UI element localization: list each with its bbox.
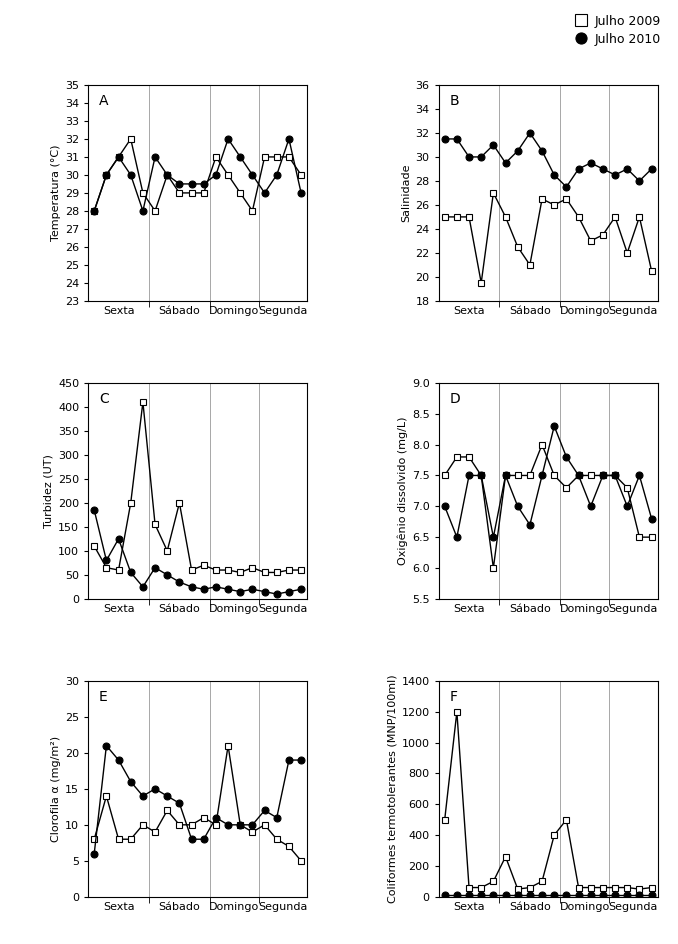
- Y-axis label: Clorofila α (mg/m²): Clorofila α (mg/m²): [51, 735, 61, 842]
- Y-axis label: Turbidez (UT): Turbidez (UT): [44, 454, 54, 528]
- Text: B: B: [450, 93, 459, 108]
- Text: A: A: [99, 93, 108, 108]
- Y-axis label: Salinidade: Salinidade: [401, 163, 411, 222]
- Text: C: C: [99, 392, 109, 406]
- Y-axis label: Oxigênio dissolvido (mg/L): Oxigênio dissolvido (mg/L): [397, 416, 407, 565]
- Text: D: D: [450, 392, 460, 406]
- Text: F: F: [450, 689, 458, 703]
- Legend: Julho 2009, Julho 2010: Julho 2009, Julho 2010: [570, 11, 665, 49]
- Y-axis label: Temperatura (°C): Temperatura (°C): [51, 144, 61, 241]
- Text: E: E: [99, 689, 108, 703]
- Y-axis label: Coliformes termotolerantes (MNP/100ml): Coliformes termotolerantes (MNP/100ml): [387, 675, 397, 903]
